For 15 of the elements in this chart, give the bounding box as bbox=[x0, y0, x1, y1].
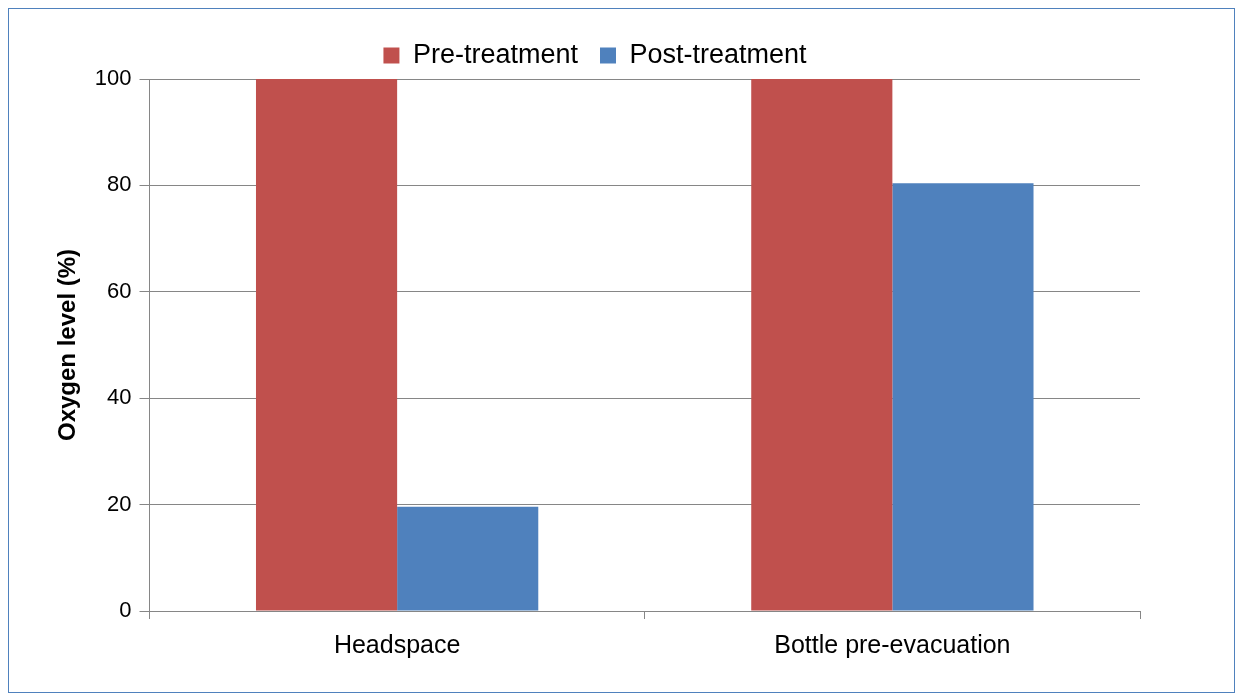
legend-label: Post-treatment bbox=[629, 38, 808, 69]
bar bbox=[751, 79, 893, 611]
x-tick-label: Bottle pre-evacuation bbox=[774, 629, 1011, 658]
legend-label: Pre-treatment bbox=[412, 38, 579, 69]
y-axis-title: Oxygen level (%) bbox=[53, 248, 81, 442]
y-tick-label: 0 bbox=[119, 597, 132, 623]
bar bbox=[255, 79, 398, 611]
x-tick-label: Headspace bbox=[333, 629, 461, 658]
y-tick-label: 100 bbox=[94, 65, 132, 91]
y-tick-label: 60 bbox=[107, 277, 132, 303]
bar bbox=[892, 183, 1034, 611]
y-tick-label: 80 bbox=[107, 171, 132, 197]
y-tick-label: 20 bbox=[107, 490, 132, 516]
bar bbox=[397, 506, 539, 611]
y-tick-label: 40 bbox=[107, 384, 132, 410]
